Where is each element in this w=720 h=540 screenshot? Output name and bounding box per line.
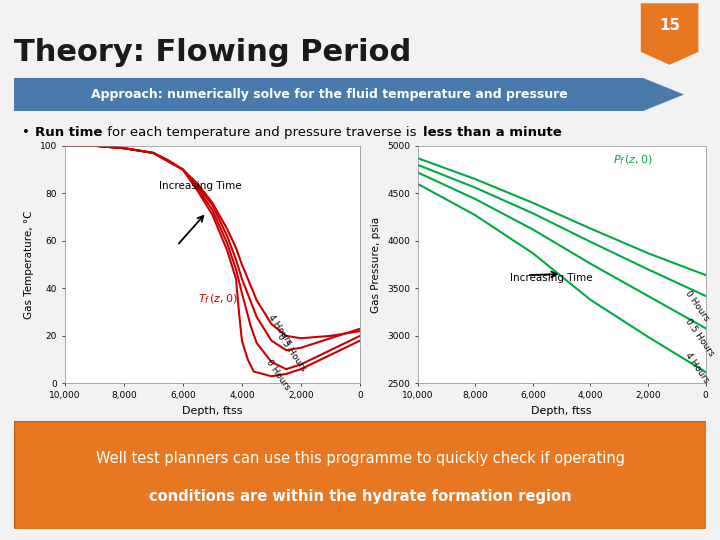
Text: Theory: Flowing Period: Theory: Flowing Period <box>14 38 412 67</box>
Text: Run time: Run time <box>35 126 102 139</box>
Text: •: • <box>22 126 30 139</box>
X-axis label: Depth, ftss: Depth, ftss <box>531 406 592 416</box>
Text: Well test planners can use this programme to quickly check if operating: Well test planners can use this programm… <box>96 451 624 467</box>
Text: Approach: numerically solve for the fluid temperature and pressure: Approach: numerically solve for the flui… <box>91 88 567 101</box>
Text: 4 Hours: 4 Hours <box>267 313 294 347</box>
Text: 0 Hours: 0 Hours <box>684 289 711 323</box>
Text: Increasing Time: Increasing Time <box>159 180 242 191</box>
FancyBboxPatch shape <box>14 78 644 111</box>
Text: Increasing Time: Increasing Time <box>510 273 593 283</box>
Text: 0.5 Hours: 0.5 Hours <box>684 316 716 357</box>
Text: 0 Hours: 0 Hours <box>264 358 292 392</box>
Text: less than a minute: less than a minute <box>423 126 562 139</box>
Y-axis label: Gas Temperature, °C: Gas Temperature, °C <box>24 211 35 319</box>
Polygon shape <box>644 78 684 111</box>
Text: $T_f\,(z,0)$: $T_f\,(z,0)$ <box>197 293 238 306</box>
Text: 0.5 Hours: 0.5 Hours <box>276 332 308 373</box>
Text: 15: 15 <box>659 18 680 33</box>
Text: conditions are within the hydrate formation region: conditions are within the hydrate format… <box>149 489 571 504</box>
Text: for each temperature and pressure traverse is: for each temperature and pressure traver… <box>103 126 420 139</box>
FancyBboxPatch shape <box>14 421 706 529</box>
Y-axis label: Gas Pressure, psia: Gas Pressure, psia <box>372 217 382 313</box>
Text: 4 Hours: 4 Hours <box>684 351 711 384</box>
X-axis label: Depth, ftss: Depth, ftss <box>182 406 243 416</box>
Text: $P_f\,(z,0)$: $P_f\,(z,0)$ <box>613 153 653 167</box>
Polygon shape <box>641 3 698 65</box>
